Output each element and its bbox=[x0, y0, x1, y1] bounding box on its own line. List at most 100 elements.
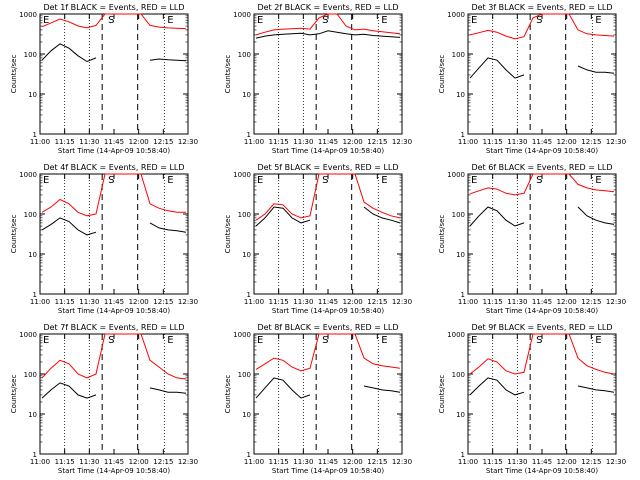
x-tick-label: 12:00 bbox=[557, 298, 577, 306]
detector-panel: Det 7f BLACK = Events, RED = LLD 1 10 100 10… bbox=[10, 323, 198, 475]
x-tick-label: 12:30 bbox=[178, 138, 198, 146]
y-tick-label: 10 bbox=[242, 91, 251, 99]
x-tick-label: 12:00 bbox=[557, 458, 577, 466]
x-tick-label: 12:15 bbox=[367, 298, 387, 306]
events-series-line bbox=[255, 206, 311, 227]
x-axis-label: Start Time (14-Apr-09 10:58:40) bbox=[486, 147, 598, 155]
x-tick-label: 11:00 bbox=[458, 458, 478, 466]
y-tick-label: 10 bbox=[456, 411, 465, 419]
x-tick-label: 11:15 bbox=[483, 138, 503, 146]
x-tick-label: 12:30 bbox=[606, 458, 626, 466]
x-tick-label: 11:45 bbox=[104, 298, 124, 306]
y-tick-label: 1 bbox=[33, 451, 37, 459]
detector-panel: Det 6f BLACK = Events, RED = LLD 1 10 100 10… bbox=[438, 163, 626, 315]
x-tick-label: 11:00 bbox=[244, 458, 264, 466]
y-tick-label: 1 bbox=[33, 291, 37, 299]
x-tick-label: 11:00 bbox=[30, 298, 50, 306]
y-axis-label: Counts/sec bbox=[438, 215, 446, 254]
plot-frame bbox=[467, 13, 617, 135]
x-tick-label: 12:15 bbox=[153, 458, 173, 466]
event-marker: S bbox=[536, 175, 542, 186]
y-tick-label: 1000 bbox=[233, 11, 251, 19]
event-marker: S bbox=[108, 15, 114, 26]
plot-frame bbox=[39, 173, 189, 295]
event-marker: E bbox=[43, 175, 49, 186]
y-axis-label: Counts/sec bbox=[438, 55, 446, 94]
panel-title: Det 7f BLACK = Events, RED = LLD bbox=[43, 323, 184, 332]
plot-frame bbox=[253, 333, 403, 455]
y-tick-label: 1 bbox=[247, 291, 251, 299]
x-tick-label: 11:15 bbox=[55, 458, 75, 466]
panel-title: Det 8f BLACK = Events, RED = LLD bbox=[257, 323, 398, 332]
x-tick-label: 11:15 bbox=[269, 138, 289, 146]
x-tick-label: 12:30 bbox=[392, 298, 412, 306]
y-tick-label: 1 bbox=[461, 131, 465, 139]
event-marker: E bbox=[595, 175, 601, 186]
x-axis-label: Start Time (14-Apr-09 10:58:40) bbox=[58, 307, 170, 315]
event-marker: S bbox=[322, 175, 328, 186]
x-tick-label: 11:30 bbox=[79, 298, 99, 306]
x-tick-label: 12:00 bbox=[557, 138, 577, 146]
y-tick-label: 1000 bbox=[19, 331, 37, 339]
y-axis-label: Counts/sec bbox=[10, 215, 18, 254]
y-tick-label: 1000 bbox=[19, 171, 37, 179]
x-tick-label: 12:30 bbox=[178, 298, 198, 306]
y-tick-label: 1000 bbox=[233, 171, 251, 179]
x-axis-label: Start Time (14-Apr-09 10:58:40) bbox=[486, 307, 598, 315]
y-tick-label: 1 bbox=[461, 291, 465, 299]
y-tick-label: 1 bbox=[247, 451, 251, 459]
panel-title: Det 1f BLACK = Events, RED = LLD bbox=[43, 3, 184, 12]
y-tick-label: 10 bbox=[242, 411, 251, 419]
panel-title: Det 4f BLACK = Events, RED = LLD bbox=[43, 163, 184, 172]
y-tick-label: 100 bbox=[24, 371, 37, 379]
x-tick-label: 11:15 bbox=[269, 458, 289, 466]
x-tick-label: 12:15 bbox=[581, 298, 601, 306]
plot-frame bbox=[39, 333, 189, 455]
x-axis-label: Start Time (14-Apr-09 10:58:40) bbox=[272, 307, 384, 315]
events-series-line bbox=[41, 217, 97, 236]
x-tick-label: 11:30 bbox=[293, 298, 313, 306]
y-tick-label: 1000 bbox=[233, 331, 251, 339]
y-tick-label: 100 bbox=[238, 211, 251, 219]
event-marker: E bbox=[471, 15, 477, 26]
y-axis-label: Counts/sec bbox=[224, 55, 232, 94]
x-tick-label: 11:00 bbox=[30, 138, 50, 146]
events-series-line bbox=[577, 65, 615, 74]
y-axis-label: Counts/sec bbox=[10, 55, 18, 94]
detector-panel: Det 9f BLACK = Events, RED = LLD 1 10 100 10… bbox=[438, 323, 626, 475]
lld-series-line bbox=[469, 173, 615, 196]
event-marker: S bbox=[108, 335, 114, 346]
x-tick-label: 12:15 bbox=[153, 298, 173, 306]
x-tick-label: 11:30 bbox=[507, 138, 527, 146]
y-tick-label: 10 bbox=[456, 251, 465, 259]
x-tick-label: 11:15 bbox=[55, 298, 75, 306]
x-axis-label: Start Time (14-Apr-09 10:58:40) bbox=[58, 467, 170, 475]
plot-frame bbox=[467, 173, 617, 295]
x-tick-label: 12:00 bbox=[343, 298, 363, 306]
y-tick-label: 1000 bbox=[447, 171, 465, 179]
events-series-line bbox=[255, 377, 311, 399]
y-tick-label: 100 bbox=[238, 371, 251, 379]
detector-panel: Det 8f BLACK = Events, RED = LLD 1 10 100 10… bbox=[224, 323, 412, 475]
x-tick-label: 11:00 bbox=[458, 298, 478, 306]
x-tick-label: 11:30 bbox=[507, 458, 527, 466]
lld-series-line bbox=[469, 13, 615, 40]
y-tick-label: 1000 bbox=[447, 331, 465, 339]
y-tick-label: 100 bbox=[452, 371, 465, 379]
panel-title: Det 3f BLACK = Events, RED = LLD bbox=[471, 3, 612, 12]
x-tick-label: 11:30 bbox=[507, 298, 527, 306]
lld-series-line bbox=[41, 13, 187, 30]
x-tick-label: 12:30 bbox=[392, 138, 412, 146]
event-marker: E bbox=[257, 15, 263, 26]
x-tick-label: 11:45 bbox=[318, 458, 338, 466]
x-tick-label: 12:30 bbox=[606, 138, 626, 146]
event-marker: E bbox=[257, 335, 263, 346]
x-tick-label: 11:00 bbox=[458, 138, 478, 146]
panel-title: Det 2f BLACK = Events, RED = LLD bbox=[257, 3, 398, 12]
x-tick-label: 12:00 bbox=[129, 298, 149, 306]
plot-frame bbox=[253, 173, 403, 295]
event-marker: E bbox=[167, 15, 173, 26]
x-tick-label: 12:30 bbox=[392, 458, 412, 466]
events-series-line bbox=[577, 206, 615, 225]
